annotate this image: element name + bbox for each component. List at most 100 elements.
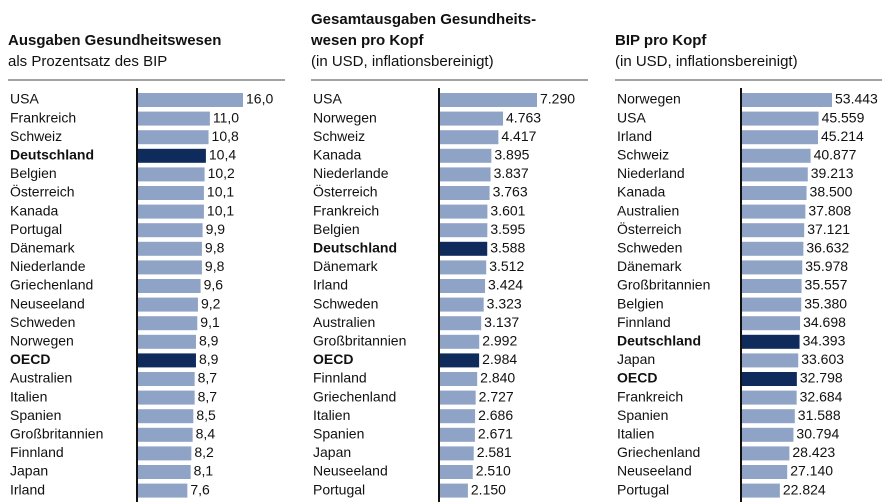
bar bbox=[137, 465, 191, 479]
category-label: Italien bbox=[313, 407, 350, 423]
bar bbox=[741, 204, 806, 219]
bar bbox=[741, 390, 797, 405]
value-label: 35.380 bbox=[804, 295, 847, 311]
bar bbox=[741, 353, 799, 368]
value-label: 3.601 bbox=[490, 202, 525, 218]
value-label: 9,6 bbox=[204, 277, 224, 293]
category-label: Griechenland bbox=[617, 444, 700, 460]
category-label: Frankreich bbox=[10, 109, 76, 125]
category-label: Portugal bbox=[313, 481, 365, 497]
category-label: Japan bbox=[313, 444, 351, 460]
category-label: Großbritannien bbox=[10, 426, 103, 442]
category-label: Belgien bbox=[617, 295, 664, 311]
value-label: 2.984 bbox=[482, 351, 517, 367]
value-label: 2.581 bbox=[477, 444, 512, 460]
category-label: Japan bbox=[10, 463, 48, 479]
value-label: 45.214 bbox=[821, 128, 864, 144]
value-label: 35.557 bbox=[805, 277, 848, 293]
value-label: 10,4 bbox=[209, 147, 236, 163]
bar bbox=[137, 111, 210, 126]
category-label: Neuseeland bbox=[313, 463, 388, 479]
bar bbox=[741, 427, 794, 442]
value-label: 10,2 bbox=[208, 165, 235, 181]
value-label: 32.684 bbox=[800, 388, 843, 404]
category-label: Griechenland bbox=[10, 277, 93, 293]
bar bbox=[741, 93, 832, 107]
category-label: Niederlande bbox=[313, 165, 389, 181]
value-label: 37.121 bbox=[807, 221, 850, 237]
bar bbox=[439, 130, 499, 145]
category-label: Großbritannien bbox=[313, 333, 406, 349]
bar bbox=[741, 167, 808, 182]
category-label: Niederlande bbox=[10, 258, 86, 274]
value-label: 9,2 bbox=[201, 295, 221, 311]
value-label: 2.671 bbox=[478, 426, 513, 442]
bar bbox=[439, 186, 490, 200]
panel-subtitle: als Prozentsatz des BIP bbox=[8, 53, 167, 70]
bar bbox=[741, 111, 819, 126]
category-label: Japan bbox=[617, 351, 655, 367]
bar bbox=[741, 316, 801, 331]
category-label: Belgien bbox=[313, 221, 360, 237]
bar bbox=[741, 372, 797, 386]
bar bbox=[439, 353, 480, 368]
value-label: 27.140 bbox=[790, 463, 833, 479]
panel-title: wesen pro Kopf bbox=[310, 32, 425, 49]
category-label: Österreich bbox=[313, 183, 378, 200]
category-label: Italien bbox=[617, 426, 654, 442]
value-label: 39.213 bbox=[811, 165, 854, 181]
category-label: Norwegen bbox=[617, 91, 681, 107]
value-label: 16,0 bbox=[246, 91, 273, 107]
bar bbox=[439, 167, 491, 182]
category-label: Dänemark bbox=[617, 258, 683, 274]
category-label: Italien bbox=[10, 388, 47, 404]
value-label: 36.632 bbox=[806, 240, 849, 256]
bar bbox=[137, 409, 194, 424]
bar bbox=[741, 279, 802, 293]
value-label: 9,1 bbox=[200, 314, 220, 330]
category-label: Spanien bbox=[617, 407, 668, 423]
value-label: 9,8 bbox=[205, 258, 225, 274]
bar bbox=[137, 223, 203, 238]
bar bbox=[137, 316, 198, 331]
bar bbox=[137, 372, 195, 386]
bar bbox=[439, 409, 476, 424]
category-label: Spanien bbox=[10, 407, 61, 423]
value-label: 53.443 bbox=[835, 91, 878, 107]
category-label: USA bbox=[617, 109, 646, 125]
value-label: 31.588 bbox=[798, 407, 841, 423]
bar bbox=[439, 334, 480, 349]
bar bbox=[741, 334, 800, 349]
bar bbox=[439, 427, 475, 442]
category-label: Spanien bbox=[313, 426, 364, 442]
value-label: 40.877 bbox=[814, 147, 857, 163]
bar bbox=[439, 148, 492, 163]
category-label: Irland bbox=[313, 277, 348, 293]
category-label: Australien bbox=[10, 370, 72, 386]
bar bbox=[137, 353, 196, 368]
panel-title: Gesamtausgaben Gesundheits- bbox=[311, 11, 536, 28]
bar bbox=[741, 465, 788, 479]
category-label: Frankreich bbox=[617, 388, 683, 404]
value-label: 9,9 bbox=[206, 221, 226, 237]
bar bbox=[439, 223, 488, 238]
value-label: 10,1 bbox=[207, 184, 234, 200]
value-label: 3.323 bbox=[487, 295, 522, 311]
value-label: 37.808 bbox=[808, 202, 851, 218]
value-label: 8,2 bbox=[194, 444, 214, 460]
category-label: Portugal bbox=[10, 221, 62, 237]
value-label: 7.290 bbox=[540, 91, 575, 107]
category-label: Neuseeland bbox=[10, 295, 85, 311]
category-label: Finnland bbox=[617, 314, 671, 330]
value-label: 3.512 bbox=[489, 258, 524, 274]
category-label: Finnland bbox=[10, 444, 64, 460]
bar bbox=[137, 186, 204, 200]
bar bbox=[137, 446, 192, 461]
value-label: 33.603 bbox=[801, 351, 844, 367]
value-label: 3.837 bbox=[494, 165, 529, 181]
category-label: Schweden bbox=[617, 240, 682, 256]
value-label: 38.500 bbox=[810, 184, 853, 200]
bar bbox=[137, 279, 201, 293]
bar bbox=[439, 465, 473, 479]
bar bbox=[137, 334, 196, 349]
